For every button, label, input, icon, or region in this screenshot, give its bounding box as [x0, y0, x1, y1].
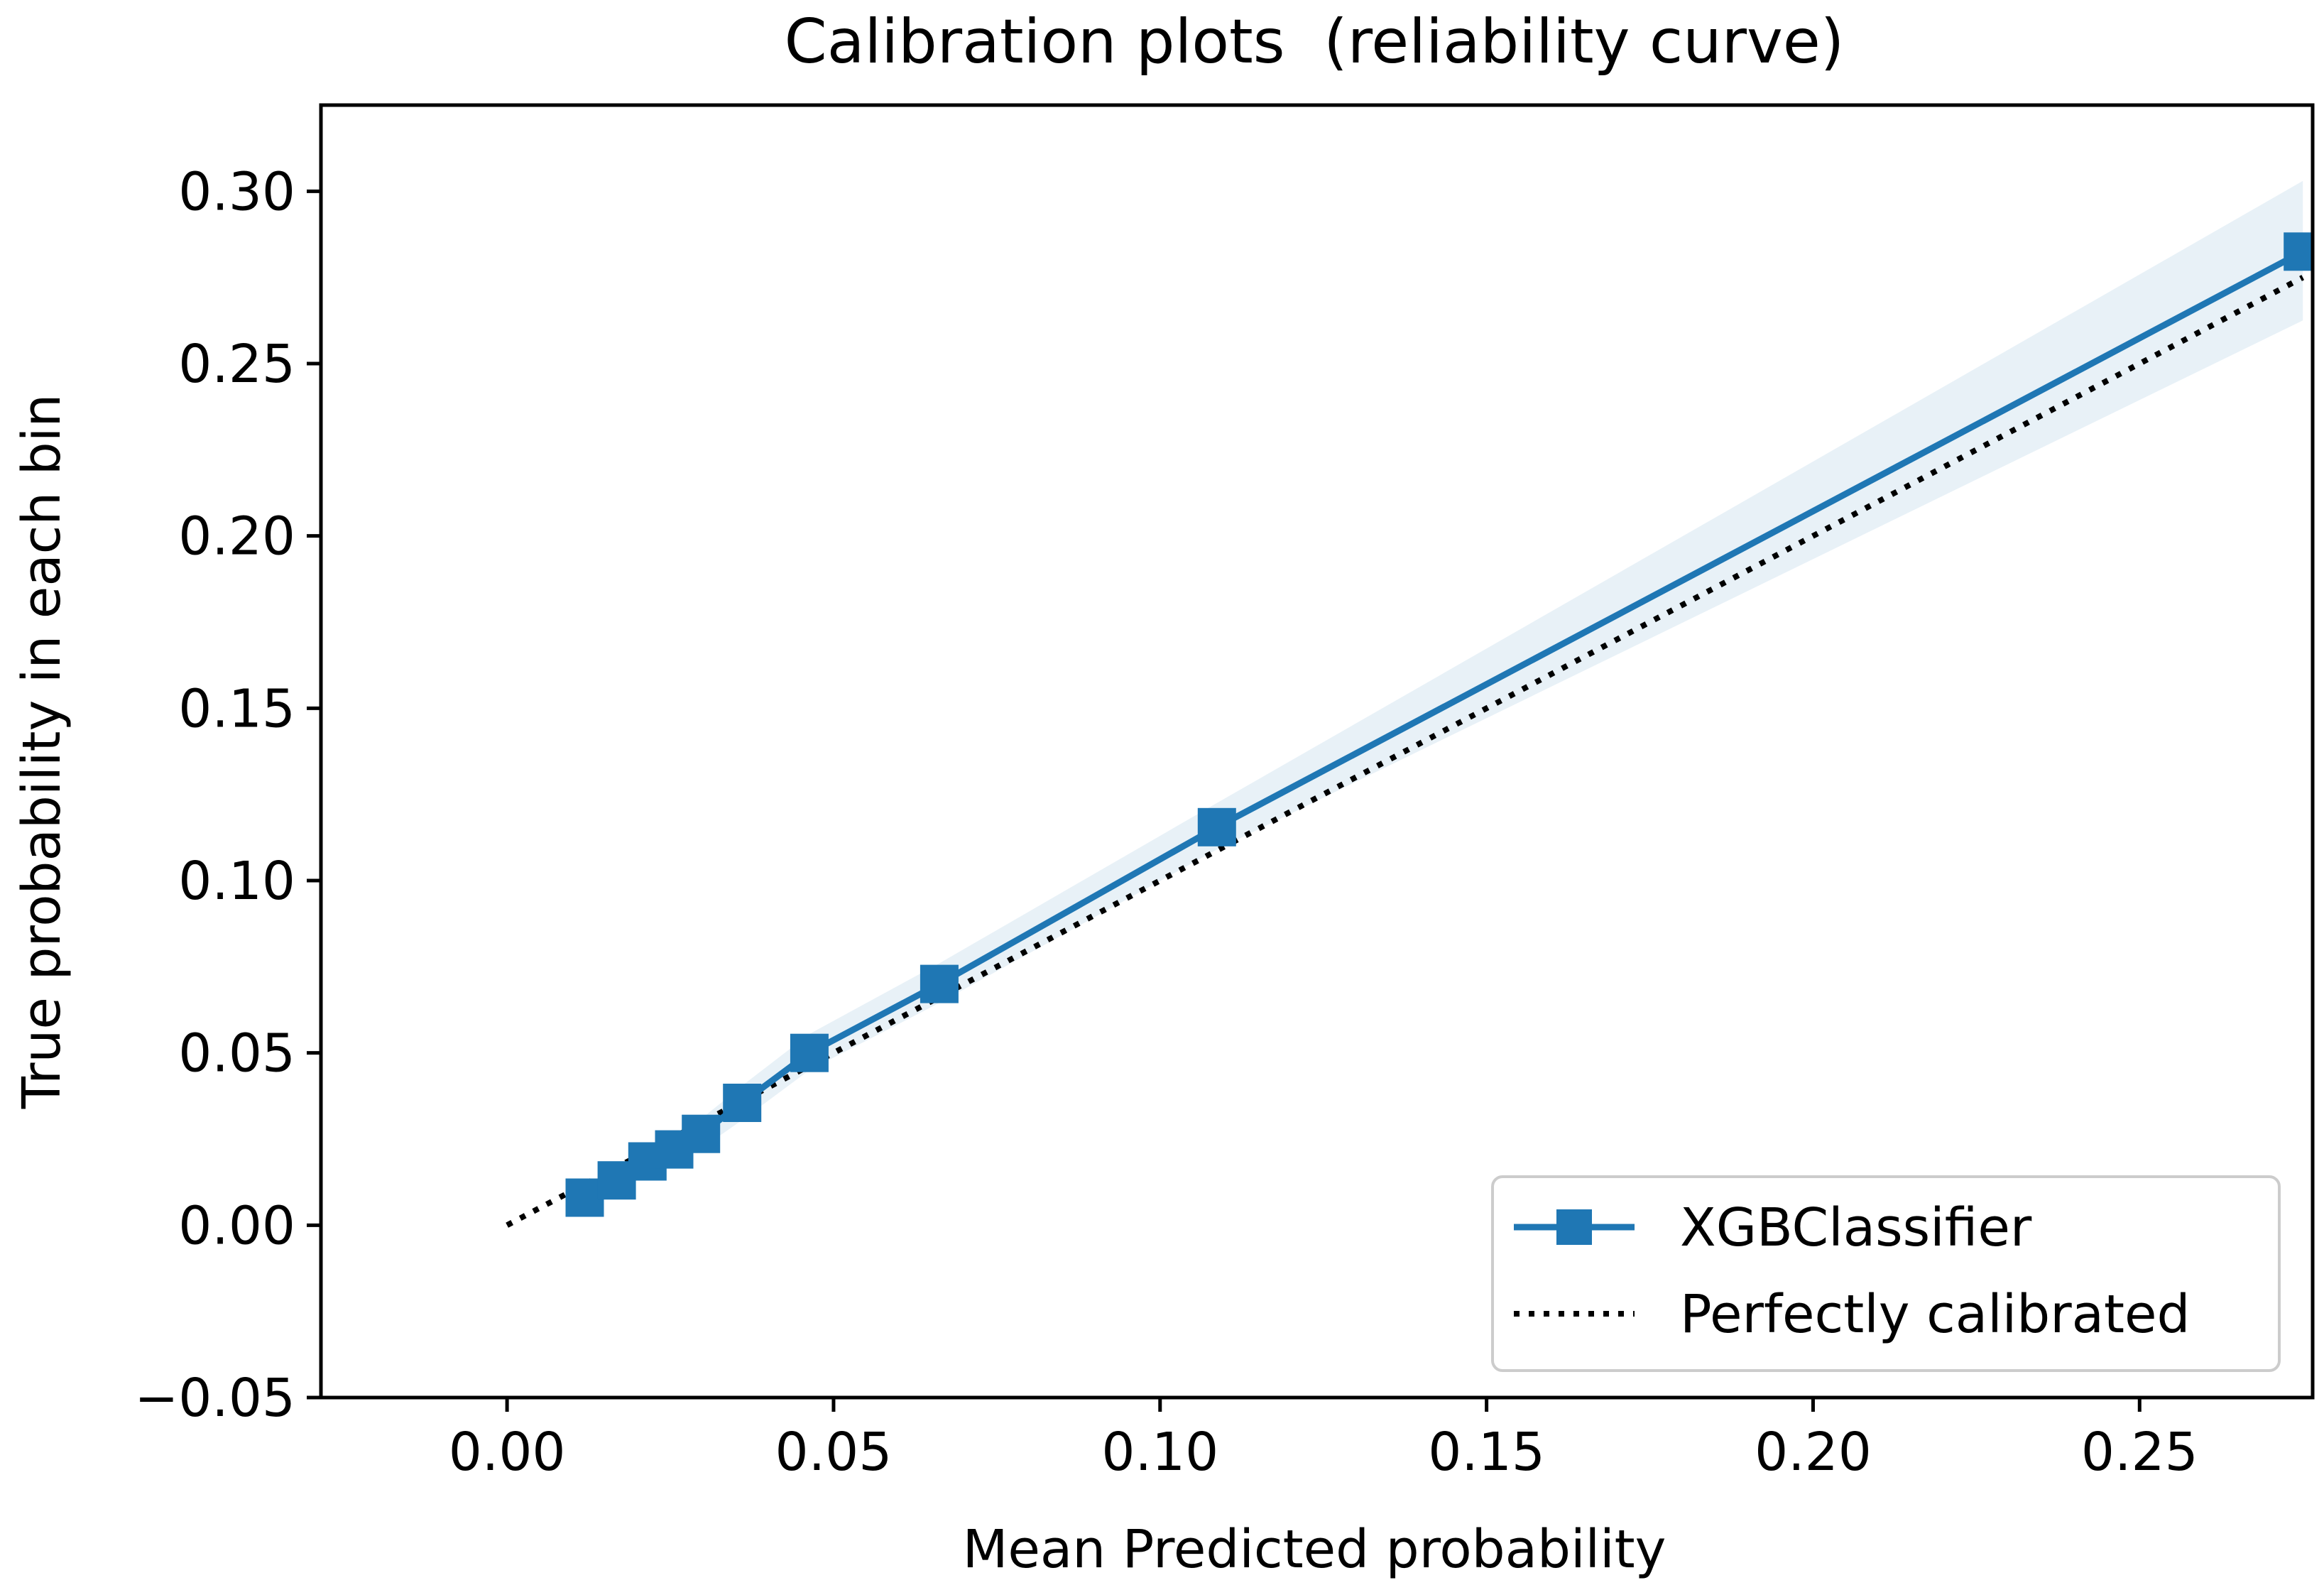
x-tick-label: 0.05	[775, 1422, 893, 1483]
x-tick-label: 0.10	[1101, 1422, 1218, 1483]
xgbclassifier-point	[723, 1084, 762, 1122]
y-axis-label: True probability in each bin	[11, 394, 72, 1109]
y-tick-label: 0.00	[178, 1195, 295, 1256]
chart-title: Calibration plots (reliability curve)	[785, 6, 1845, 77]
legend-box	[1491, 1175, 2281, 1372]
x-axis-label: Mean Predicted probability	[963, 1519, 1666, 1580]
plot-area	[506, 180, 2313, 1228]
y-tick-label: 0.10	[178, 851, 295, 912]
y-tick-label: −0.05	[134, 1368, 295, 1429]
x-tick-label: 0.00	[449, 1422, 566, 1483]
xgbclassifier-point	[682, 1114, 721, 1153]
plot-frame	[319, 103, 2315, 1400]
legend-xgbclassifier-marker	[1556, 1209, 1592, 1245]
y-tick-label: 0.05	[178, 1023, 295, 1084]
xgbclassifier-point	[920, 964, 959, 1003]
confidence-band	[584, 180, 2303, 1209]
xgbclassifier-point	[565, 1178, 604, 1217]
xgbclassifier-point	[790, 1033, 829, 1072]
y-tick-label: 0.30	[178, 161, 295, 222]
y-tick-label: 0.15	[178, 678, 295, 739]
xgbclassifier-point	[2284, 232, 2313, 271]
x-tick-label: 0.20	[1755, 1422, 1872, 1483]
y-tick-label: 0.20	[178, 506, 295, 567]
y-tick-label: 0.25	[178, 334, 295, 395]
x-tick-label: 0.15	[1428, 1422, 1545, 1483]
perfectly-calibrated-line	[506, 275, 2305, 1228]
legend-perfectly-calibrated-label: Perfectly calibrated	[1680, 1284, 2191, 1345]
legend-xgbclassifier-label: XGBClassifier	[1680, 1197, 2032, 1258]
legend: XGBClassifier Perfectly calibrated	[1491, 1175, 2281, 1372]
xgbclassifier-point	[1197, 807, 1236, 846]
x-tick-label: 0.25	[2081, 1422, 2198, 1483]
